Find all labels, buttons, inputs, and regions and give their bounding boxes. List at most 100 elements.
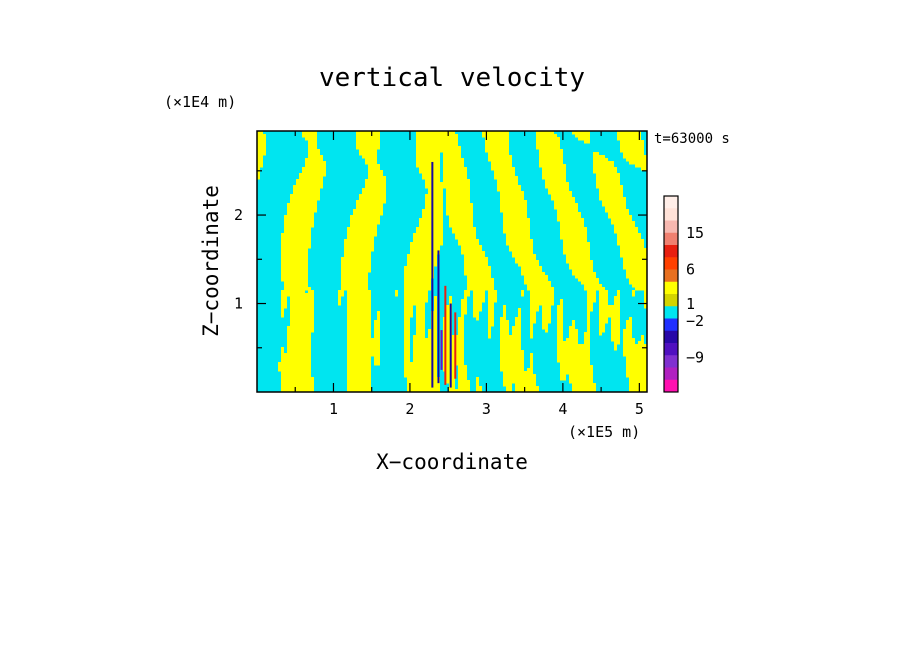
updraft-cell [308, 149, 320, 153]
time-label: t=63000 s [654, 131, 730, 147]
updraft-cell [287, 332, 311, 336]
updraft-cell [464, 260, 488, 264]
updraft-cell [281, 302, 287, 306]
updraft-cell [374, 335, 380, 339]
updraft-cell [527, 287, 554, 291]
updraft-cell [404, 308, 413, 312]
updraft-cell [347, 365, 371, 369]
updraft-cell [347, 353, 380, 357]
updraft-cell [530, 362, 533, 366]
updraft-cell [623, 341, 635, 345]
strong-velocity-streak [444, 285, 447, 385]
updraft-cell [512, 332, 521, 336]
updraft-cell [404, 284, 431, 288]
updraft-cell [464, 290, 470, 294]
updraft-cell [476, 317, 479, 321]
updraft-cell [596, 185, 623, 189]
updraft-cell [404, 323, 410, 327]
updraft-cell [611, 323, 620, 327]
updraft-cell [347, 311, 371, 315]
updraft-cell [458, 380, 470, 384]
updraft-cell [404, 338, 410, 342]
colorbar-segment [664, 257, 678, 270]
updraft-cell [281, 248, 308, 252]
updraft-cell [644, 305, 647, 309]
updraft-cell [347, 368, 371, 372]
updraft-cell [287, 335, 311, 339]
updraft-cell [515, 386, 539, 390]
updraft-cell [530, 293, 554, 297]
updraft-cell [347, 320, 371, 324]
updraft-cell [413, 338, 437, 342]
updraft-cell [290, 305, 314, 309]
updraft-cell [530, 335, 533, 339]
y-tick-labels: 12 [234, 206, 243, 312]
updraft-cell [347, 359, 371, 363]
updraft-cell [446, 305, 452, 309]
updraft-cell [560, 221, 584, 225]
updraft-cell [626, 365, 647, 369]
updraft-cell [641, 335, 644, 339]
updraft-cell [281, 359, 311, 363]
updraft-cell [602, 203, 626, 207]
updraft-cell [341, 281, 368, 285]
updraft-cell [530, 311, 536, 315]
updraft-cell [464, 263, 488, 267]
updraft-cell [305, 161, 326, 165]
updraft-cell [449, 386, 455, 390]
updraft-cell [284, 224, 314, 228]
updraft-cell [563, 242, 590, 246]
updraft-cell [458, 374, 467, 378]
updraft-cell [644, 299, 647, 303]
updraft-cell [446, 311, 452, 315]
updraft-cell [563, 245, 590, 249]
updraft-cell [593, 167, 617, 171]
updraft-cell [542, 323, 548, 327]
updraft-cell [362, 191, 386, 195]
updraft-cell [281, 239, 311, 243]
contour-field [257, 131, 647, 392]
updraft-cell [644, 293, 647, 297]
updraft-cell [599, 299, 608, 303]
updraft-cell [416, 152, 440, 156]
updraft-cell [434, 302, 437, 306]
updraft-cell [569, 326, 575, 330]
updraft-cell [467, 287, 494, 291]
updraft-cell [503, 383, 512, 387]
updraft-cell [413, 347, 437, 351]
core-updraft-downdraft [431, 161, 457, 388]
updraft-cell [404, 362, 437, 366]
updraft-cell [356, 140, 380, 144]
updraft-cell [563, 251, 590, 255]
updraft-cell [281, 266, 308, 270]
updraft-cell [365, 179, 386, 183]
updraft-cell [443, 353, 464, 357]
updraft-cell [416, 308, 425, 312]
updraft-cell [566, 254, 590, 258]
updraft-cell [287, 206, 317, 210]
updraft-cell [464, 269, 491, 273]
updraft-cell [611, 335, 620, 339]
updraft-cell [458, 326, 464, 330]
updraft-cell [281, 380, 314, 384]
updraft-cell [446, 203, 473, 207]
updraft-cell [485, 143, 509, 147]
updraft-cell [338, 302, 341, 306]
updraft-cell [419, 167, 440, 171]
updraft-cell [365, 182, 386, 186]
updraft-cell [374, 359, 380, 363]
colorbar-segment [664, 232, 678, 246]
updraft-cell [530, 365, 533, 369]
updraft-cell [503, 305, 506, 309]
updraft-cell [518, 308, 521, 312]
updraft-cell [431, 311, 437, 315]
updraft-cell [404, 296, 428, 300]
updraft-cell [341, 278, 368, 282]
updraft-cell [614, 341, 620, 345]
updraft-cell [617, 131, 641, 135]
updraft-cell [614, 302, 620, 306]
updraft-cell [308, 143, 317, 147]
y-tick-label: 1 [234, 295, 243, 313]
updraft-cell [350, 224, 377, 228]
updraft-cell [560, 302, 563, 306]
